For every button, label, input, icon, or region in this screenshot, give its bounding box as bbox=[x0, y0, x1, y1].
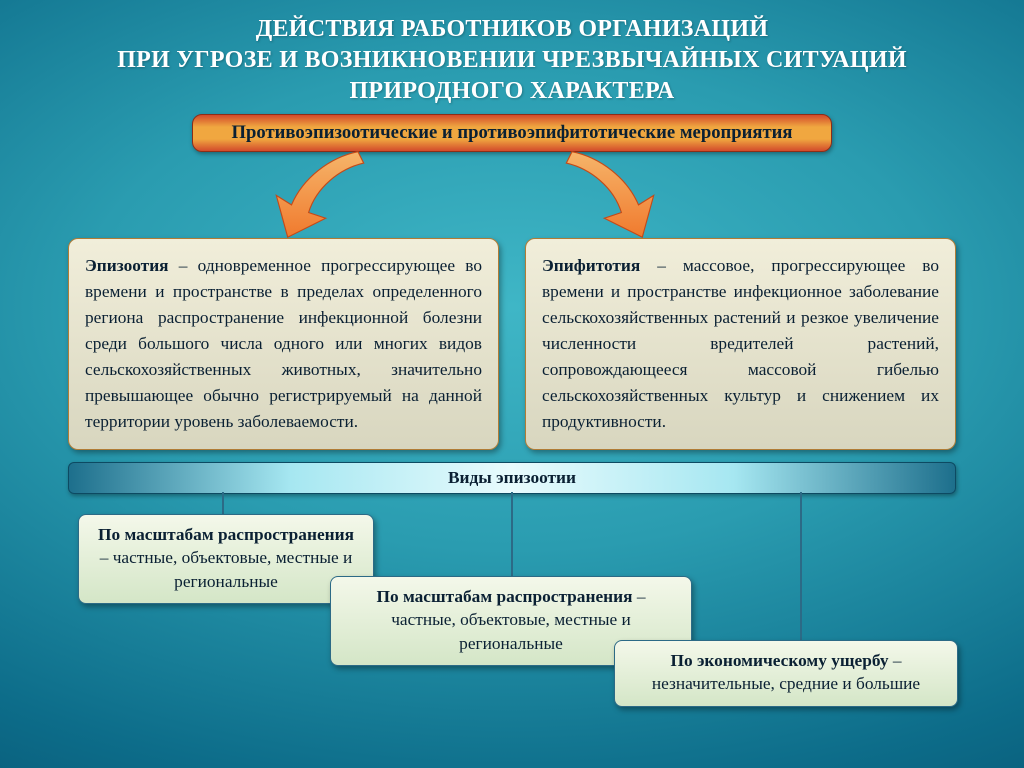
body-epizootia: – одновременное прогрессирующее во време… bbox=[85, 256, 482, 431]
type-box-3: По экономическому ущербу – незначительны… bbox=[614, 640, 958, 707]
type-body: – частные, объектовые, местные и региона… bbox=[100, 548, 353, 590]
types-bar-text: Виды эпизоотии bbox=[448, 468, 576, 487]
body-epiphytotia: – массовое, прогрессирующее во времени и… bbox=[542, 256, 939, 431]
definitions-row: Эпизоотия – одновременное прогрессирующе… bbox=[68, 238, 956, 450]
connector-line bbox=[511, 492, 513, 578]
connector-line bbox=[222, 492, 224, 516]
term-epiphytotia: Эпифитотия bbox=[542, 256, 640, 275]
title-line-3: ПРИРОДНОГО ХАРАКТЕРА bbox=[40, 76, 984, 107]
definition-epiphytotia: Эпифитотия – массовое, прогрессирующее в… bbox=[525, 238, 956, 450]
arrow-right-icon bbox=[540, 146, 680, 241]
term-epizootia: Эпизоотия bbox=[85, 256, 169, 275]
connector-line bbox=[800, 492, 802, 642]
definition-epizootia: Эпизоотия – одновременное прогрессирующе… bbox=[68, 238, 499, 450]
title-line-1: ДЕЙСТВИЯ РАБОТНИКОВ ОРГАНИЗАЦИЙ bbox=[40, 14, 984, 45]
type-term: По масштабам распространения bbox=[376, 587, 632, 606]
header-pill-text: Противоэпизоотические и противоэпифитоти… bbox=[232, 122, 793, 143]
slide-title: ДЕЙСТВИЯ РАБОТНИКОВ ОРГАНИЗАЦИЙ ПРИ УГРО… bbox=[0, 0, 1024, 108]
type-term: По масштабам распространения bbox=[98, 525, 354, 544]
types-bar: Виды эпизоотии bbox=[68, 462, 956, 494]
arrow-left-icon bbox=[250, 146, 390, 241]
title-line-2: ПРИ УГРОЗЕ И ВОЗНИКНОВЕНИИ ЧРЕЗВЫЧАЙНЫХ … bbox=[40, 45, 984, 76]
type-term: По экономическому ущербу bbox=[670, 651, 888, 670]
header-pill: Противоэпизоотические и противоэпифитоти… bbox=[192, 114, 832, 152]
